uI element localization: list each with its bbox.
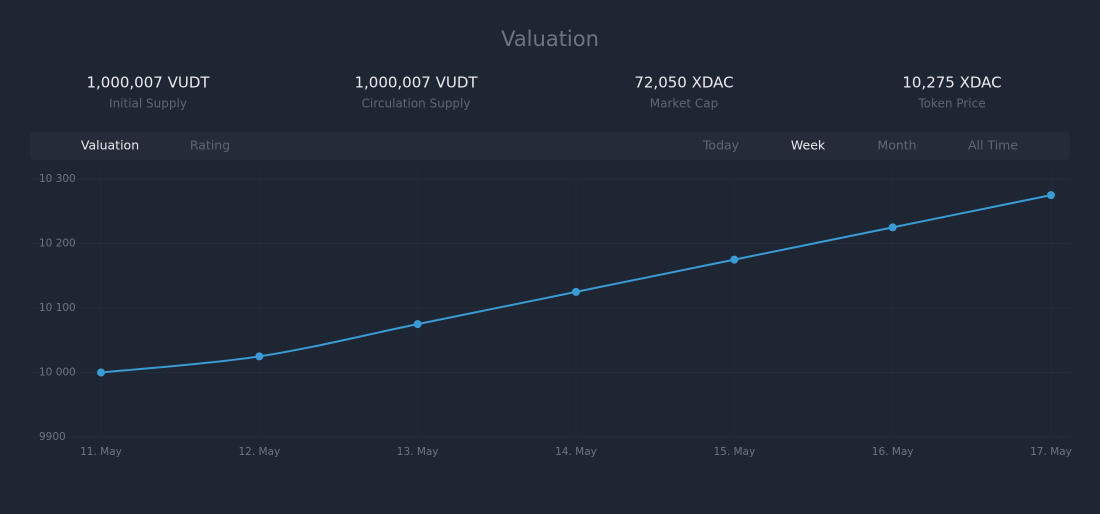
data-point [730, 255, 739, 264]
stat-value: 72,050 XDAC [634, 74, 733, 92]
x-tick-label: 13. May [397, 446, 439, 458]
x-tick-label: 16. May [872, 446, 914, 458]
data-point [1047, 191, 1055, 200]
x-tick-label: 17. May [1030, 446, 1072, 458]
range-tab[interactable]: Month [877, 138, 916, 153]
y-tick-label: 9900 [39, 431, 66, 443]
stat-label: Initial Supply [109, 97, 187, 111]
chart-tab[interactable]: Valuation [81, 138, 139, 153]
stat-label: Circulation Supply [362, 97, 471, 111]
stat-value: 1,000,007 VUDT [354, 74, 478, 92]
chart-tab[interactable]: Rating [190, 138, 230, 153]
stat-label: Token Price [917, 97, 985, 111]
stat-label: Market Cap [650, 97, 718, 111]
data-point [413, 320, 422, 329]
page-title: Valuation [501, 27, 599, 51]
y-tick-label: 10 000 [39, 367, 76, 379]
stat-value: 10,275 XDAC [902, 74, 1001, 92]
range-tab[interactable]: Today [702, 138, 740, 153]
data-point [888, 223, 897, 232]
range-tab[interactable]: All Time [968, 138, 1018, 153]
x-tick-label: 15. May [713, 446, 755, 458]
x-tick-label: 14. May [555, 446, 597, 458]
y-tick-label: 10 100 [39, 302, 76, 314]
y-tick-label: 10 200 [39, 238, 76, 250]
data-point [97, 368, 105, 377]
x-tick-label: 11. May [80, 446, 122, 458]
y-tick-label: 10 300 [39, 173, 76, 185]
data-point [255, 352, 264, 361]
x-tick-label: 12. May [238, 446, 280, 458]
data-point [572, 287, 580, 296]
stat-value: 1,000,007 VUDT [86, 74, 210, 92]
tab-bar [30, 132, 1070, 160]
range-tab[interactable]: Week [791, 138, 826, 153]
